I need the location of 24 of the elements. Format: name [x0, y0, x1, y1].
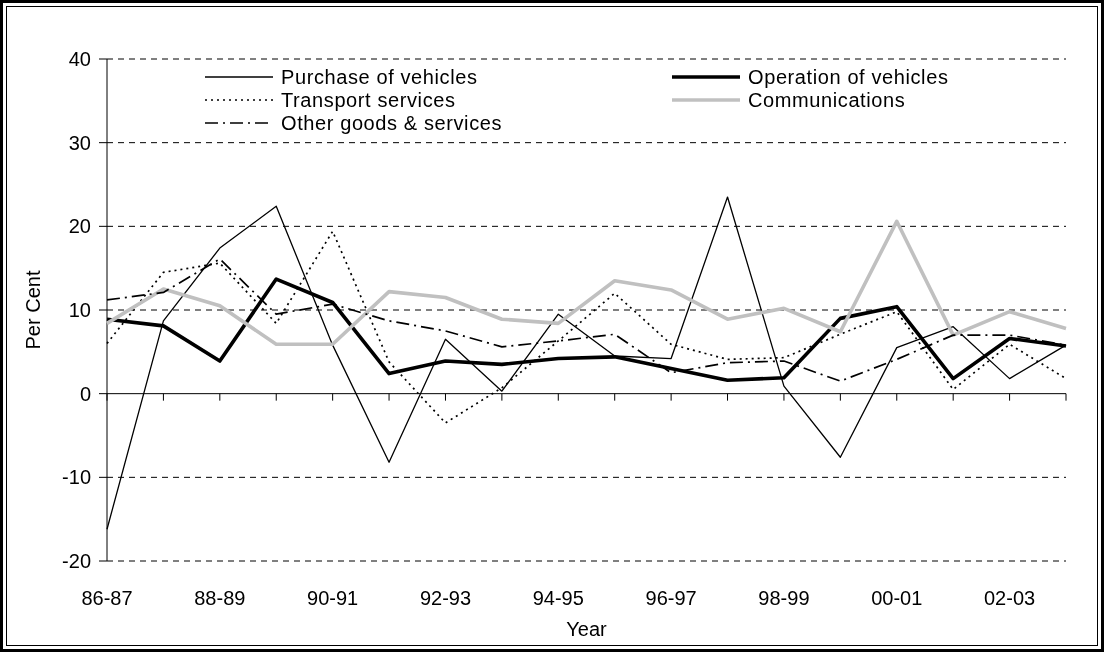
- legend-label: Transport services: [281, 89, 456, 111]
- x-tick-label: 98-99: [758, 587, 810, 609]
- y-tick-label: 0: [79, 382, 91, 405]
- legend-label: Operation of vehicles: [748, 66, 949, 88]
- x-tick-label: 86-87: [81, 587, 133, 609]
- legend-label: Purchase of vehicles: [281, 66, 478, 88]
- x-tick-label: 92-93: [419, 587, 472, 609]
- line-series: [105, 219, 1068, 347]
- y-tick-label: -10: [62, 466, 91, 489]
- x-tick-label: 88-89: [194, 587, 246, 609]
- x-tick-label: 90-91: [307, 587, 359, 609]
- x-tick-label: 96-97: [645, 587, 697, 609]
- y-axis-title: Per Cent: [22, 270, 44, 350]
- x-tick-label: 94-95: [532, 587, 584, 609]
- y-tick-label: 20: [68, 215, 91, 238]
- legend-label: Communications: [748, 89, 906, 111]
- y-tick-label: 10: [68, 299, 91, 321]
- legend-label: Other goods & services: [281, 112, 503, 134]
- y-tick-label: 30: [68, 131, 91, 154]
- y-tick-label: 40: [68, 48, 91, 70]
- x-axis-title: Year: [566, 618, 608, 640]
- y-tick-label: -20: [62, 550, 91, 572]
- x-tick-label: 02-03: [984, 587, 1036, 609]
- x-tick-label: 00-01: [871, 587, 923, 609]
